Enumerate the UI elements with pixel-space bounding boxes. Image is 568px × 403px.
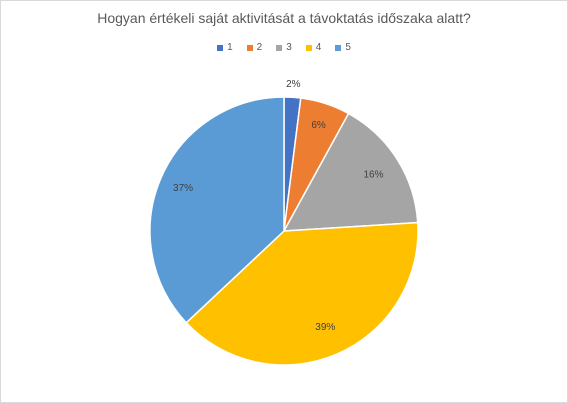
data-label-5: 37%	[173, 183, 193, 194]
legend-label-3: 3	[286, 42, 292, 53]
legend-label-1: 1	[227, 42, 233, 53]
legend-swatch-4	[305, 44, 312, 51]
data-label-4: 39%	[315, 322, 335, 333]
data-label-1: 2%	[286, 79, 301, 90]
legend-label-5: 5	[345, 42, 351, 53]
legend-swatch-2	[246, 44, 253, 51]
data-label-2: 6%	[311, 120, 326, 131]
legend: 1 2 3 4 5	[0, 42, 568, 53]
pie-slice-5	[149, 96, 285, 324]
legend-item-4: 4	[305, 42, 322, 53]
pie-slice-4	[185, 221, 419, 366]
data-label-3: 16%	[363, 170, 383, 181]
legend-swatch-3	[276, 44, 283, 51]
legend-swatch-5	[335, 44, 342, 51]
legend-swatch-1	[217, 44, 224, 51]
pie-slice-3	[282, 112, 419, 232]
legend-item-3: 3	[276, 42, 292, 53]
legend-item-1: 1	[217, 42, 233, 53]
legend-item-5: 5	[335, 42, 351, 53]
legend-item-2: 2	[246, 42, 263, 53]
legend-label-4: 4	[315, 42, 322, 53]
legend-label-2: 2	[256, 42, 263, 53]
chart-title: Hogyan értékeli saját aktivitását a távo…	[97, 10, 471, 26]
